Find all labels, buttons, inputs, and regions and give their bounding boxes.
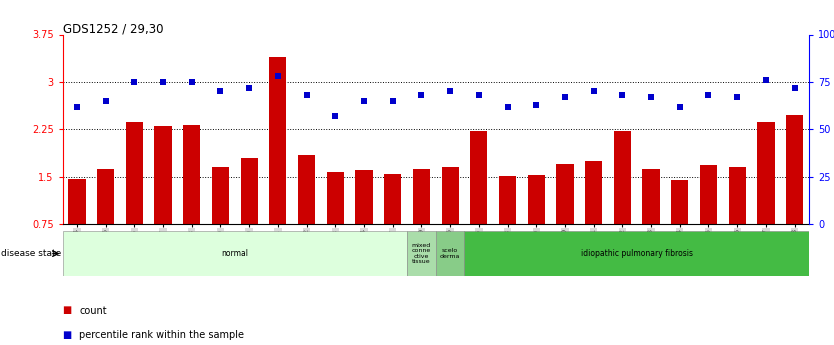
Point: [70, 104, 83, 109]
Point: [788, 85, 801, 90]
Bar: [212, 167, 229, 224]
Bar: [183, 125, 200, 224]
Bar: [786, 116, 803, 224]
Bar: [435, 231, 465, 276]
Bar: [407, 231, 435, 276]
Point: [759, 77, 772, 83]
Bar: [729, 167, 746, 224]
Bar: [63, 231, 407, 276]
Point: [386, 98, 399, 104]
Point: [185, 79, 198, 85]
Point: [558, 94, 571, 100]
Point: [615, 92, 629, 98]
Point: [271, 73, 284, 79]
Bar: [528, 175, 545, 224]
Point: [300, 92, 314, 98]
Bar: [97, 169, 114, 224]
Point: [645, 94, 658, 100]
Bar: [757, 122, 775, 224]
Point: [702, 92, 716, 98]
Text: GDS1252 / 29,30: GDS1252 / 29,30: [63, 22, 163, 36]
Bar: [240, 158, 258, 224]
Point: [329, 114, 342, 119]
Bar: [413, 169, 430, 224]
Bar: [556, 164, 574, 224]
Bar: [700, 166, 717, 224]
Bar: [126, 122, 143, 224]
Bar: [470, 131, 487, 224]
Point: [472, 92, 485, 98]
Text: mixed
conne
ctive
tissue: mixed conne ctive tissue: [412, 243, 431, 264]
Bar: [465, 231, 809, 276]
Point: [243, 85, 256, 90]
Bar: [614, 131, 631, 224]
Point: [530, 102, 543, 108]
Point: [99, 98, 113, 104]
Point: [414, 92, 428, 98]
Text: count: count: [79, 306, 107, 315]
Point: [587, 89, 600, 94]
Point: [214, 89, 227, 94]
Bar: [298, 155, 315, 224]
Text: disease state: disease state: [1, 249, 61, 258]
Point: [731, 94, 744, 100]
Bar: [499, 176, 516, 224]
Point: [673, 104, 686, 109]
Point: [501, 104, 515, 109]
Point: [444, 89, 457, 94]
Bar: [441, 167, 459, 224]
Text: normal: normal: [221, 249, 249, 258]
Bar: [154, 126, 172, 224]
Text: ■: ■: [63, 306, 72, 315]
Bar: [642, 169, 660, 224]
Point: [128, 79, 141, 85]
Bar: [585, 161, 602, 224]
Bar: [355, 170, 373, 224]
Point: [156, 79, 169, 85]
Text: percentile rank within the sample: percentile rank within the sample: [79, 330, 244, 339]
Bar: [68, 179, 86, 224]
Text: scelo
derma: scelo derma: [440, 248, 460, 259]
Text: ■: ■: [63, 330, 72, 339]
Bar: [327, 172, 344, 224]
Bar: [671, 180, 688, 224]
Text: idiopathic pulmonary fibrosis: idiopathic pulmonary fibrosis: [580, 249, 693, 258]
Bar: [384, 174, 401, 224]
Bar: [269, 57, 287, 224]
Point: [357, 98, 370, 104]
